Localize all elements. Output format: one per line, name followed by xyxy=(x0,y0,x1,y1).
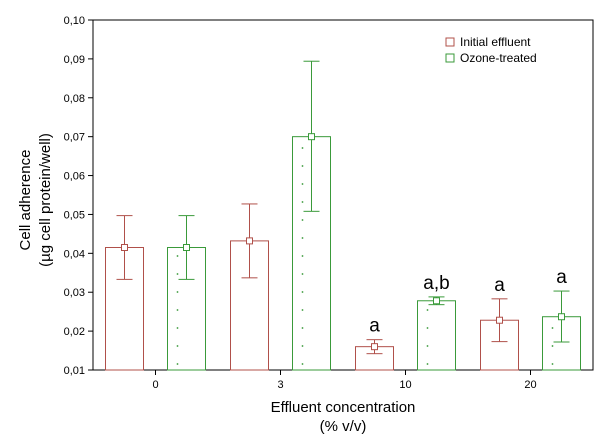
y-axis-unit-prefix: ( xyxy=(37,262,54,267)
bar-hatch-dot xyxy=(301,345,304,347)
bar-hatch-dot xyxy=(426,345,429,347)
bar-hatch-dot xyxy=(426,363,429,365)
significance-labels: a a,b a a xyxy=(369,267,567,337)
bar-hatch-dot xyxy=(301,309,304,311)
x-axis-title: Effluent concentration xyxy=(271,399,416,416)
legend-swatch-ozone xyxy=(445,53,455,63)
y-tick-label: 0,08 xyxy=(64,93,85,105)
x-axis-ticks: 0 3 10 20 xyxy=(152,370,537,391)
y-axis-ticks: 0,01 0,02 0,03 0,04 0,05 0,06 0,07 0,08 0,09 0,10 xyxy=(64,15,93,377)
legend-item-ozone: Ozone-treated xyxy=(445,51,537,65)
significance-label: a xyxy=(494,275,505,296)
bar-hatch-dot xyxy=(176,309,179,311)
legend-label-ozone: Ozone-treated xyxy=(460,51,537,65)
y-axis-unit-mu: µ xyxy=(37,253,54,262)
error-bars xyxy=(116,60,570,355)
y-tick-label: 0,02 xyxy=(64,326,85,338)
bar-hatch-dot xyxy=(301,255,304,257)
bar-hatch-dot xyxy=(426,327,429,329)
y-tick-label: 0,09 xyxy=(64,54,85,66)
significance-label: a,b xyxy=(423,273,449,294)
legend-swatch-initial xyxy=(445,37,455,47)
y-tick-label: 0,06 xyxy=(64,171,85,183)
y-axis-unit-rest: g cell protein/well) xyxy=(37,133,54,253)
bar-hatch-dot xyxy=(426,309,429,311)
y-axis-unit: (µg cell protein/well) xyxy=(37,133,54,267)
bar-hatch-dot xyxy=(176,345,179,347)
mean-marker-initial xyxy=(496,316,503,324)
y-tick-label: 0,07 xyxy=(64,132,85,144)
legend-item-initial: Initial effluent xyxy=(445,35,531,49)
mean-marker-initial xyxy=(121,244,128,251)
mean-marker-ozone xyxy=(308,133,315,141)
y-tick-label: 0,04 xyxy=(64,248,85,260)
bar-hatch-dot xyxy=(176,363,179,365)
x-tick-label: 0 xyxy=(152,379,158,391)
significance-label: a xyxy=(369,316,380,337)
y-tick-label: 0,05 xyxy=(64,209,85,221)
x-tick-label: 10 xyxy=(399,379,411,391)
bar-hatch-dot xyxy=(301,165,304,167)
y-tick-label: 0,03 xyxy=(64,287,85,299)
significance-label: a xyxy=(556,267,567,288)
bar-hatch-dot xyxy=(551,327,554,329)
legend: Initial effluent Ozone-treated xyxy=(445,35,537,65)
bar-hatch-dot xyxy=(551,363,554,365)
y-tick-label: 0,10 xyxy=(64,15,85,27)
mean-marker-initial xyxy=(246,237,253,245)
bar-hatch-dot xyxy=(301,183,304,185)
bars xyxy=(105,136,581,371)
x-axis-unit: (% v/v) xyxy=(320,418,367,435)
mean-marker-ozone xyxy=(183,244,190,251)
bar-hatch-dot xyxy=(301,147,304,149)
x-tick-label: 3 xyxy=(277,379,283,391)
bar-hatch-dot xyxy=(301,363,304,365)
bar-hatch-dot xyxy=(176,327,179,329)
bar-hatch-dot xyxy=(176,291,179,293)
bar-hatch-dot xyxy=(301,219,304,221)
mean-marker-initial xyxy=(371,343,378,351)
bar-hatch-dot xyxy=(301,201,304,203)
bar-hatch-dot xyxy=(176,255,179,257)
x-tick-label: 20 xyxy=(524,379,536,391)
bar-hatch-dot xyxy=(301,327,304,329)
bar-hatch-dot xyxy=(301,237,304,239)
bar-hatch-dot xyxy=(176,273,179,275)
legend-label-initial: Initial effluent xyxy=(460,35,531,49)
bar-hatch-dot xyxy=(301,273,304,275)
bar-ozone xyxy=(417,300,456,371)
bar-hatch-dot xyxy=(551,345,554,347)
bar-hatch-dot xyxy=(301,291,304,293)
y-axis-title: Cell adherence xyxy=(17,150,34,251)
y-tick-label: 0,01 xyxy=(64,365,85,377)
mean-marker-ozone xyxy=(558,313,565,321)
mean-marker-ozone xyxy=(433,297,440,305)
